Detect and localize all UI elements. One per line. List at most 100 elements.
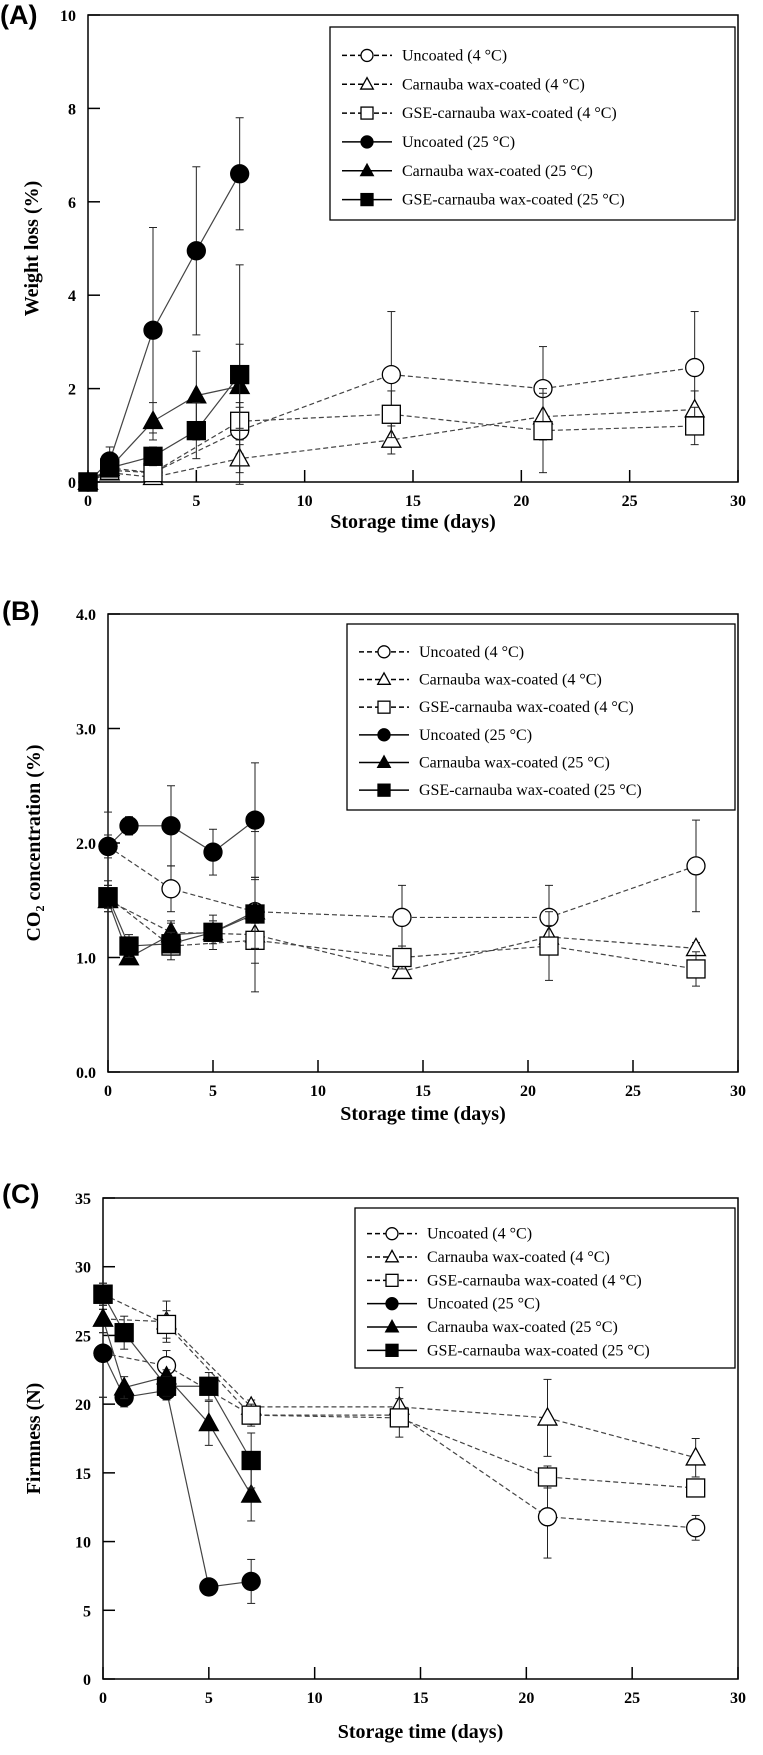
y-tick-label: 10 [75,1535,91,1552]
series-4 [93,1308,261,1604]
data-point [199,1376,219,1396]
y-tick-label: 3.0 [76,722,96,739]
x-tick-label: 15 [405,493,421,510]
data-point [533,420,553,441]
legend-marker-icon [376,671,392,685]
data-point [119,816,139,836]
series-5 [97,831,266,993]
data-point [113,1376,135,1396]
data-point [241,1571,261,1592]
y-tick-label: 5 [83,1603,91,1620]
data-point [198,1412,220,1432]
series-line [87,173,241,483]
data-point [381,364,401,385]
series-line [102,1293,696,1489]
legend-entry: Uncoated (4 °C) [402,47,507,64]
y-tick-label: 10 [60,8,76,25]
series-6 [78,264,250,492]
legend-marker-icon [359,162,375,177]
data-point [245,904,265,924]
legend-entry: Carnauba wax-coated (25 °C) [402,163,593,180]
data-point [93,1343,113,1363]
panel-label: (C) [2,1179,39,1209]
data-point [161,879,181,899]
x-tick-label: 30 [730,1690,746,1707]
legend-entry: Carnauba wax-coated (25 °C) [419,755,610,772]
y-tick-label: 15 [75,1466,91,1483]
x-tick-label: 15 [415,1083,431,1100]
data-point [537,1507,558,1527]
x-tick-label: 5 [205,1690,213,1707]
legend-marker-icon [376,754,392,768]
x-tick-label: 10 [310,1083,326,1100]
series-line [107,845,697,919]
series-4 [78,117,250,492]
y-tick-label: 25 [75,1328,91,1345]
y-tick-label: 0 [68,475,76,492]
chart-panel-a: (A) 0 2 4 6 8 10 0 5 10 15 20 25 30 Storage time (days… [0,0,746,533]
panel-label: (B) [2,596,39,626]
data-point [685,416,705,436]
data-point [203,842,223,862]
x-axis-label: Storage time (days) [330,511,496,533]
legend-entry: Carnauba wax-coated (25 °C) [427,1319,618,1336]
legend-box [354,1207,736,1369]
data-point [686,1518,706,1538]
x-tick-label: 0 [104,1083,112,1100]
x-axis-label: Storage time (days) [340,1103,506,1125]
series-line [107,899,697,972]
y-tick-label: 2 [68,382,76,399]
data-point [539,936,559,956]
y-axis-label: Weight loss (%) [21,181,43,317]
legend-entry: GSE-carnauba wax-coated (4 °C) [402,105,617,122]
data-point [391,959,413,980]
x-tick-label: 25 [622,493,638,510]
legend-marker-icon [385,1227,399,1241]
y-tick-label: 1.0 [76,951,96,968]
legend-marker-icon [384,1249,400,1263]
x-tick-label: 30 [730,1083,746,1100]
data-point [143,446,163,466]
data-point [537,1467,558,1487]
legend-marker-icon [377,783,391,797]
x-tick-label: 10 [297,493,313,510]
x-tick-label: 20 [513,493,529,510]
data-point [100,458,120,478]
data-point [161,816,181,836]
data-point [143,463,163,483]
legend-entry: Uncoated (25 °C) [427,1296,540,1313]
legend-marker-icon [360,135,374,149]
legend-entry: GSE-carnauba wax-coated (25 °C) [427,1342,650,1359]
x-tick-label: 5 [192,493,200,510]
legend-entry: Uncoated (25 °C) [402,134,515,151]
legend-marker-icon [377,645,391,659]
y-tick-label: 0 [83,1672,91,1689]
series-6 [98,879,265,958]
data-point [92,1307,114,1327]
x-tick-label: 15 [413,1690,429,1707]
data-point [241,1450,261,1471]
series-6 [93,1282,261,1489]
legend-marker-icon [377,700,391,714]
legend-entry: GSE-carnauba wax-coated (4 °C) [419,699,634,716]
data-point [78,472,98,492]
legend-entry: Carnauba wax-coated (4 °C) [402,76,585,93]
panel-label: (A) [0,0,37,30]
series-line [107,896,697,970]
data-point [119,936,139,956]
x-tick-label: 25 [624,1690,640,1707]
data-point [685,1446,707,1466]
data-point [114,1323,134,1343]
data-point [186,241,206,261]
y-tick-label: 0.0 [76,1065,96,1082]
legend-entry: Carnauba wax-coated (4 °C) [427,1249,610,1266]
y-tick-label: 2.0 [76,836,96,853]
data-point [245,810,265,830]
y-tick-label: 6 [68,195,76,212]
data-point [381,404,401,424]
x-tick-label: 25 [625,1083,641,1100]
data-point [230,364,250,385]
legend-marker-icon [360,106,374,120]
legend: Uncoated (4 °C) Carnauba wax-coated (4 °C… [354,1207,736,1369]
data-point [240,1483,262,1503]
